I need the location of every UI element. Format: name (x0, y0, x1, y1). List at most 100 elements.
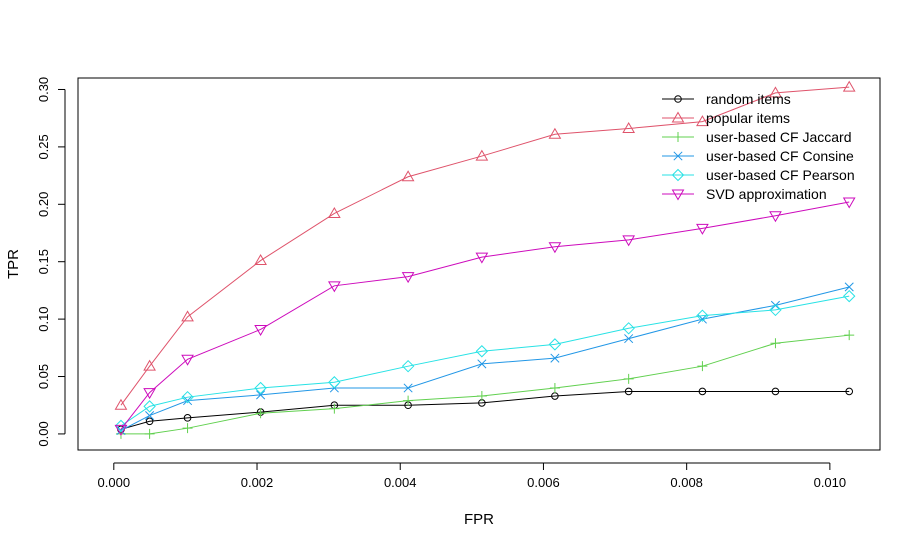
series-5 (114, 289, 856, 433)
legend-swatch-marker (671, 111, 685, 123)
data-point (475, 345, 489, 358)
data-point (144, 428, 155, 439)
data-point (697, 361, 708, 372)
data-point (771, 387, 780, 396)
data-point (770, 300, 781, 310)
data-point (114, 398, 128, 410)
data-point (476, 391, 487, 402)
plot-frame (77, 77, 881, 451)
data-point (254, 381, 267, 395)
x-axis-title: FPR (464, 511, 494, 528)
data-point (183, 414, 192, 422)
series-4 (116, 282, 854, 436)
data-point (623, 373, 634, 384)
data-point (181, 354, 194, 366)
legend-label: user-based CF Jaccard (706, 129, 852, 145)
legend-label: user-based CF Pearson (706, 167, 855, 183)
data-point (182, 423, 193, 434)
legend-swatch-marker (673, 132, 683, 142)
x-axis: 0.000 0.002 0.004 0.006 0.008 0.010 (98, 462, 847, 490)
data-point (477, 359, 487, 369)
x-tick-label: 0.010 (814, 475, 847, 490)
data-point (403, 383, 413, 393)
y-tick-label: 0.25 (36, 134, 51, 159)
legend: random items popular items user-based CF J… (662, 91, 855, 202)
data-point (844, 282, 854, 292)
series-line (120, 286, 850, 431)
data-point (769, 211, 782, 223)
legend-label: SVD approximation (706, 186, 827, 202)
data-point (698, 387, 707, 396)
series-2 (114, 80, 856, 410)
data-point (143, 400, 156, 413)
data-point (624, 334, 634, 344)
data-point (254, 254, 267, 266)
data-point (622, 322, 635, 335)
legend-item: user-based CF Jaccard (662, 129, 852, 145)
legend-label: random items (706, 91, 791, 107)
y-tick-label: 0.05 (36, 364, 51, 389)
data-point (401, 359, 415, 373)
data-point (145, 417, 154, 426)
legend-label: user-based CF Consine (706, 148, 854, 164)
x-tick-label: 0.004 (384, 475, 417, 490)
series-layer (114, 80, 856, 439)
y-tick-label: 0.15 (36, 249, 51, 274)
y-tick-label: 0.10 (36, 306, 51, 331)
data-point (255, 408, 266, 419)
data-point (475, 252, 489, 264)
data-point (842, 197, 856, 209)
data-point (622, 122, 636, 134)
series-1 (117, 387, 854, 434)
data-point (114, 424, 128, 436)
data-point (256, 390, 266, 400)
series-line (120, 390, 850, 430)
data-point (548, 242, 562, 254)
series-3 (115, 330, 855, 439)
x-tick-label: 0.002 (241, 475, 274, 490)
data-point (254, 324, 267, 336)
series-line (120, 86, 850, 406)
data-point (181, 390, 194, 404)
data-point (844, 330, 855, 341)
series-6 (114, 197, 856, 436)
data-point (549, 383, 560, 393)
legend-swatch-marker (674, 95, 682, 103)
data-point (550, 353, 560, 363)
data-point (143, 388, 156, 400)
data-point (622, 235, 636, 247)
data-point (769, 303, 782, 317)
x-tick-label: 0.008 (670, 475, 703, 490)
data-point (327, 206, 341, 218)
y-tick-label: 0.20 (36, 192, 51, 217)
legend-item: user-based CF Pearson (662, 167, 855, 183)
series-line (120, 334, 850, 435)
data-point (696, 115, 709, 127)
data-point (145, 411, 155, 421)
data-point (143, 359, 156, 371)
data-point (624, 387, 633, 396)
legend-item: random items (662, 91, 791, 107)
data-point (475, 149, 489, 161)
x-tick-label: 0.006 (527, 475, 560, 490)
y-tick-label: 0.00 (36, 421, 51, 446)
x-tick-label: 0.000 (98, 475, 131, 490)
data-point (769, 86, 782, 98)
legend-item: SVD approximation (662, 186, 827, 202)
data-point (548, 338, 562, 351)
data-point (327, 281, 341, 293)
data-point (696, 309, 709, 322)
legend-swatch-marker (673, 151, 683, 161)
data-point (696, 223, 709, 235)
legend-item: popular items (662, 110, 790, 126)
data-point (329, 403, 340, 414)
data-point (403, 395, 414, 406)
data-point (401, 272, 415, 284)
data-point (770, 338, 781, 349)
series-line (120, 295, 850, 427)
data-point (181, 310, 194, 322)
y-tick-label: 0.30 (36, 77, 51, 102)
data-point (548, 127, 562, 139)
series-line (120, 201, 850, 430)
